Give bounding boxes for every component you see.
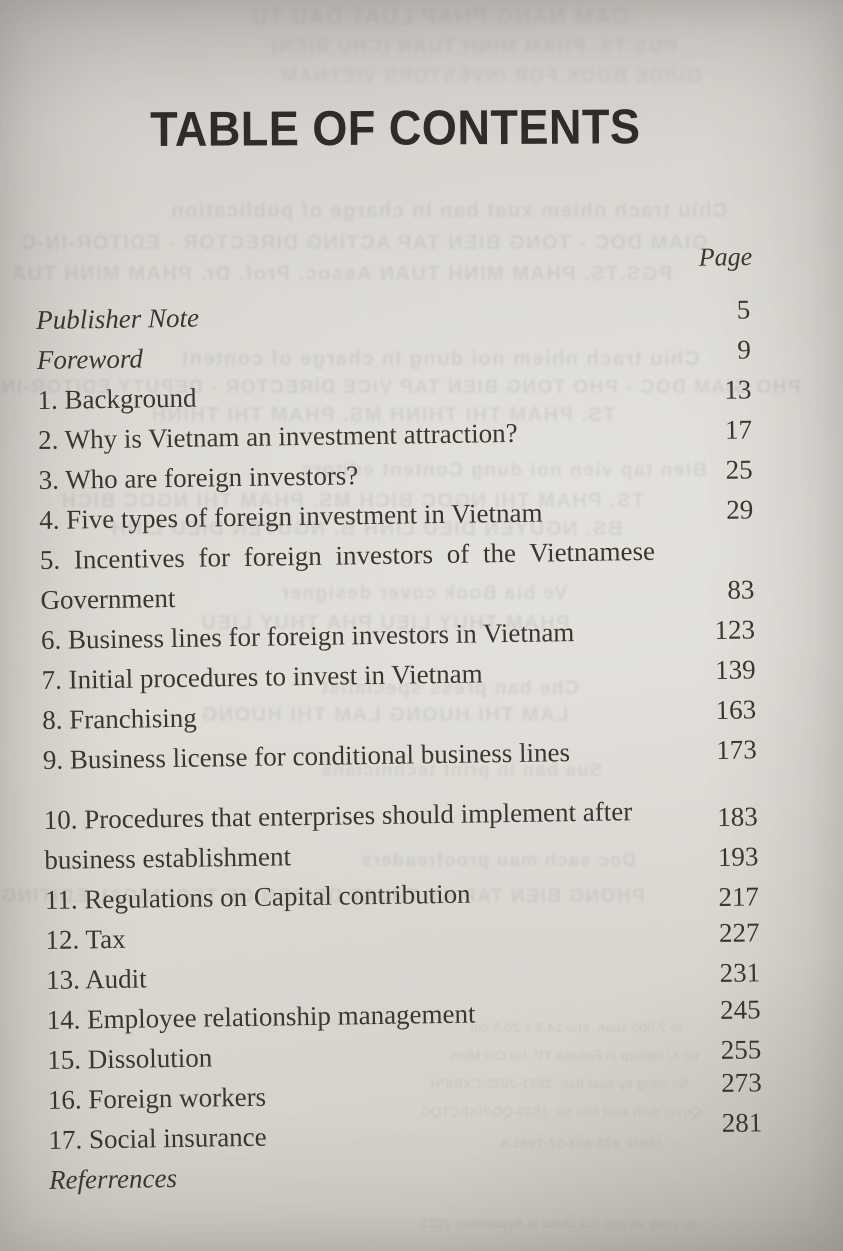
toc-page-number: 163	[715, 694, 757, 725]
toc-page-number: 183	[717, 801, 758, 832]
toc-page-number: 273	[720, 1067, 762, 1098]
bleed-through-line: In xong va nop luu chieu in September 20…	[420, 1216, 696, 1231]
bleed-through-line: GUIDE BOOK FOR INVESTORS VIETNAM	[280, 66, 702, 87]
toc-page-number: 25	[725, 454, 753, 485]
bleed-through-line: Chiu trach nhiem xuat ban In charge of p…	[170, 200, 728, 222]
toc-entry-label: 9. Business license for conditional busi…	[42, 737, 571, 775]
toc-page-number	[691, 1189, 763, 1190]
toc-page-number: 29	[725, 494, 754, 525]
toc-page-number: 173	[716, 734, 757, 765]
bleed-through-line: PGS.TS. PHAM MINH TUAN (CHU BIEN)	[270, 36, 678, 57]
toc-page-number: 217	[718, 881, 760, 912]
toc-page-number: 5	[736, 294, 751, 325]
toc-page-number: 13	[724, 374, 752, 405]
toc-list: Publisher Note 5 Foreword 9 1. Backgroun…	[36, 289, 763, 1199]
toc-page-number: 83	[727, 574, 755, 605]
bleed-through-line: CAM NANG PHAP LUAT DAU TU	[250, 4, 628, 29]
toc-page-number: 281	[721, 1107, 763, 1138]
toc-entry-label: Referrences	[48, 1163, 178, 1195]
toc-page-number: 245	[719, 994, 761, 1025]
toc-page-number: 193	[717, 841, 759, 872]
toc-page-number: 123	[714, 614, 756, 645]
page-title: TABLE OF CONTENTS	[150, 100, 641, 157]
toc-page-number: 231	[719, 957, 761, 988]
page-column-header: Page	[698, 242, 753, 272]
toc-page-number: 17	[724, 414, 753, 445]
toc-page-number: 9	[737, 334, 752, 365]
toc-page-number: 227	[718, 917, 760, 948]
toc-page-number: 139	[714, 654, 756, 685]
